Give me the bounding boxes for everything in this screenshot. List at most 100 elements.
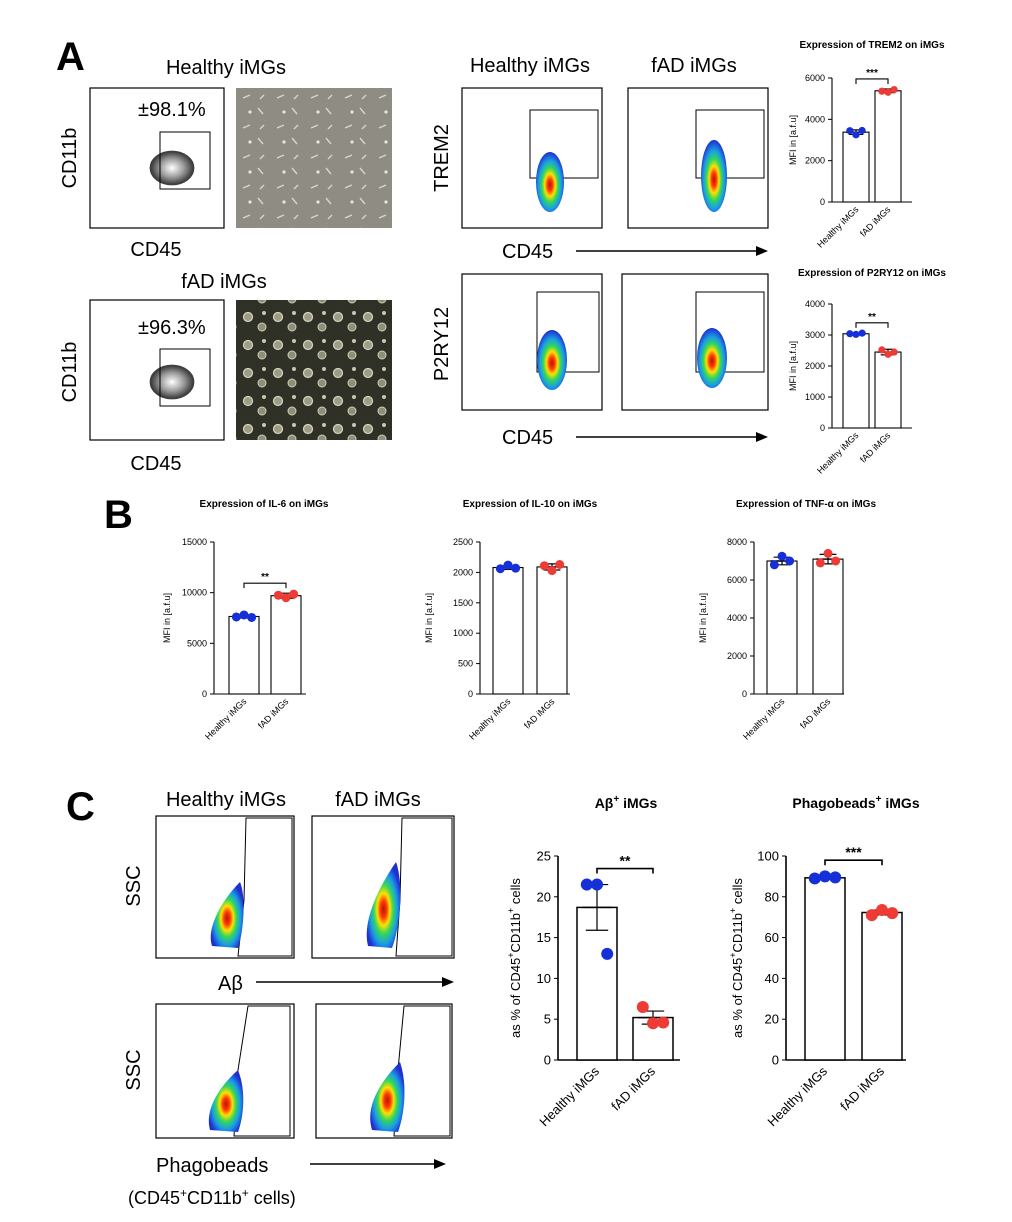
trem2-axis-label: TREM2 <box>431 124 453 192</box>
cd45-axis-label-2: CD45 <box>130 453 181 475</box>
abeta-data-point <box>591 878 603 891</box>
il6-data-point <box>289 589 299 599</box>
phago-significance-bracket <box>824 859 883 866</box>
tnfa-y-tick-label: 2000 <box>727 651 747 661</box>
p2ry12-y-tick-label: 2000 <box>805 361 825 371</box>
abeta-data-point <box>647 1017 659 1030</box>
il10-y-tick-label: 500 <box>458 659 473 669</box>
abeta-y-axis-label: as % of CD45+CD11b+ cells <box>506 878 523 1038</box>
p2ry12-gate-fad <box>695 291 765 373</box>
phago-data-point <box>886 907 899 920</box>
trem2-data-point <box>890 85 898 94</box>
il10-data-point <box>511 563 521 573</box>
cd45-axis-label-1: CD45 <box>130 239 181 261</box>
il10-data-point <box>503 560 513 570</box>
p2ry12-data-point <box>878 346 886 354</box>
phago-data-point <box>829 871 842 884</box>
phago-gate-healthy <box>233 1005 291 1137</box>
p2ry12-significance-bracket <box>855 322 889 328</box>
il10-y-tick-label: 2000 <box>453 567 473 577</box>
panel-label-a: A <box>56 35 85 79</box>
il10-bar-fad <box>536 566 568 695</box>
phago-y-tick-label: 60 <box>765 930 779 945</box>
abeta-density-healthy <box>210 882 244 948</box>
micrograph-healthy <box>236 88 392 228</box>
p2ry12-chart-title: Expression of P2RY12 on iMGs <box>798 268 946 279</box>
trem2-data-point <box>878 87 886 95</box>
abeta-arrow-label: Aβ <box>218 973 243 995</box>
abeta-category-label: Healthy iMGs <box>536 1063 602 1129</box>
gate-healthy <box>159 131 211 190</box>
il10-chart-title: Expression of IL-10 on iMGs <box>463 499 598 510</box>
phago-data-point <box>819 870 831 883</box>
il6-data-point <box>281 593 291 603</box>
trem2-gate-healthy <box>529 109 599 179</box>
il6-bar-healthy <box>228 615 260 695</box>
abeta-density-fad <box>366 862 401 948</box>
p2ry12-y-tick-label: 1000 <box>805 392 825 402</box>
abeta-arrowhead <box>442 977 454 987</box>
il6-category-label: fAD iMGs <box>256 696 291 731</box>
cd45-arrowhead-1 <box>756 246 768 256</box>
trem2-bar-healthy <box>842 131 870 203</box>
phago-y-tick-label: 80 <box>765 889 779 904</box>
trem2-significance-bracket <box>855 78 889 84</box>
p2ry12-data-point <box>890 348 898 356</box>
tnfa-bar-healthy <box>766 560 798 695</box>
p2ry12-density-fad <box>697 328 727 388</box>
trem2-y-tick-label: 4000 <box>805 114 825 124</box>
phago-y-axis-label: as % of CD45+CD11b+ cells <box>728 878 745 1038</box>
il6-significance-bracket <box>243 582 287 589</box>
tnfa-y-tick-label: 0 <box>742 689 747 699</box>
il10-data-point <box>547 566 557 576</box>
p2ry12-fad-plot <box>621 273 769 411</box>
gate-percentage-fad: ±96.3% <box>138 317 206 339</box>
cd45-arrow-label-2: CD45 <box>502 427 553 449</box>
phago-fad-plot <box>315 1003 453 1139</box>
p2ry12-y-axis-label: MFI in [a.f.u] <box>788 341 798 391</box>
il6-y-tick-label: 15000 <box>182 537 207 547</box>
trem2-significance-stars: *** <box>866 68 878 79</box>
p2ry12-y-tick-label: 0 <box>820 423 825 433</box>
phago-density-healthy <box>208 1070 244 1132</box>
flow-column-healthy: Healthy iMGs <box>470 55 590 77</box>
trem2-data-point <box>852 131 860 139</box>
il10-y-tick-label: 0 <box>468 689 473 699</box>
phago-healthy-plot <box>155 1003 295 1139</box>
abeta-y-tick-label: 15 <box>537 930 551 945</box>
tnfa-y-axis-label: MFI in [a.f.u] <box>698 593 708 643</box>
il6-y-axis-label: MFI in [a.f.u] <box>162 593 172 643</box>
phago-data-point <box>876 904 888 917</box>
cd11b-cd45-healthy-plot <box>89 87 225 229</box>
phago-gate-fad <box>393 1005 451 1137</box>
contour-density-healthy <box>149 150 195 186</box>
il6-y-tick-label: 0 <box>202 689 207 699</box>
trem2-y-tick-label: 2000 <box>805 156 825 166</box>
trem2-bar-fad <box>874 90 902 203</box>
tnfa-data-point <box>785 556 795 566</box>
trem2-chart-title: Expression of TREM2 on iMGs <box>799 40 944 51</box>
tnfa-data-point <box>815 558 825 568</box>
phago-significance-stars: *** <box>845 844 862 860</box>
trem2-data-point <box>884 88 892 96</box>
panel-label-c: C <box>66 785 95 829</box>
il6-significance-stars: ** <box>261 572 269 583</box>
p2ry12-category-label: fAD iMGs <box>858 430 893 465</box>
panel-a-healthy-title: Healthy iMGs <box>166 57 286 79</box>
abeta-data-point <box>636 1000 649 1013</box>
trem2-density-fad <box>701 140 727 212</box>
cd45-arrow-label-1: CD45 <box>502 241 553 263</box>
abeta-significance-stars: ** <box>620 853 631 869</box>
trem2-data-point <box>846 127 854 135</box>
cd11b-cd45-fad-plot <box>89 299 225 441</box>
abeta-fad-plot <box>311 815 455 959</box>
trem2-healthy-plot <box>461 87 603 229</box>
abeta-bar-healthy <box>576 906 618 1061</box>
abeta-y-tick-label: 25 <box>537 849 551 864</box>
il10-bar-healthy <box>492 566 524 695</box>
il10-y-tick-label: 1500 <box>453 598 473 608</box>
cd45-arrowhead-2 <box>756 432 768 442</box>
p2ry12-bar-fad <box>874 351 902 429</box>
